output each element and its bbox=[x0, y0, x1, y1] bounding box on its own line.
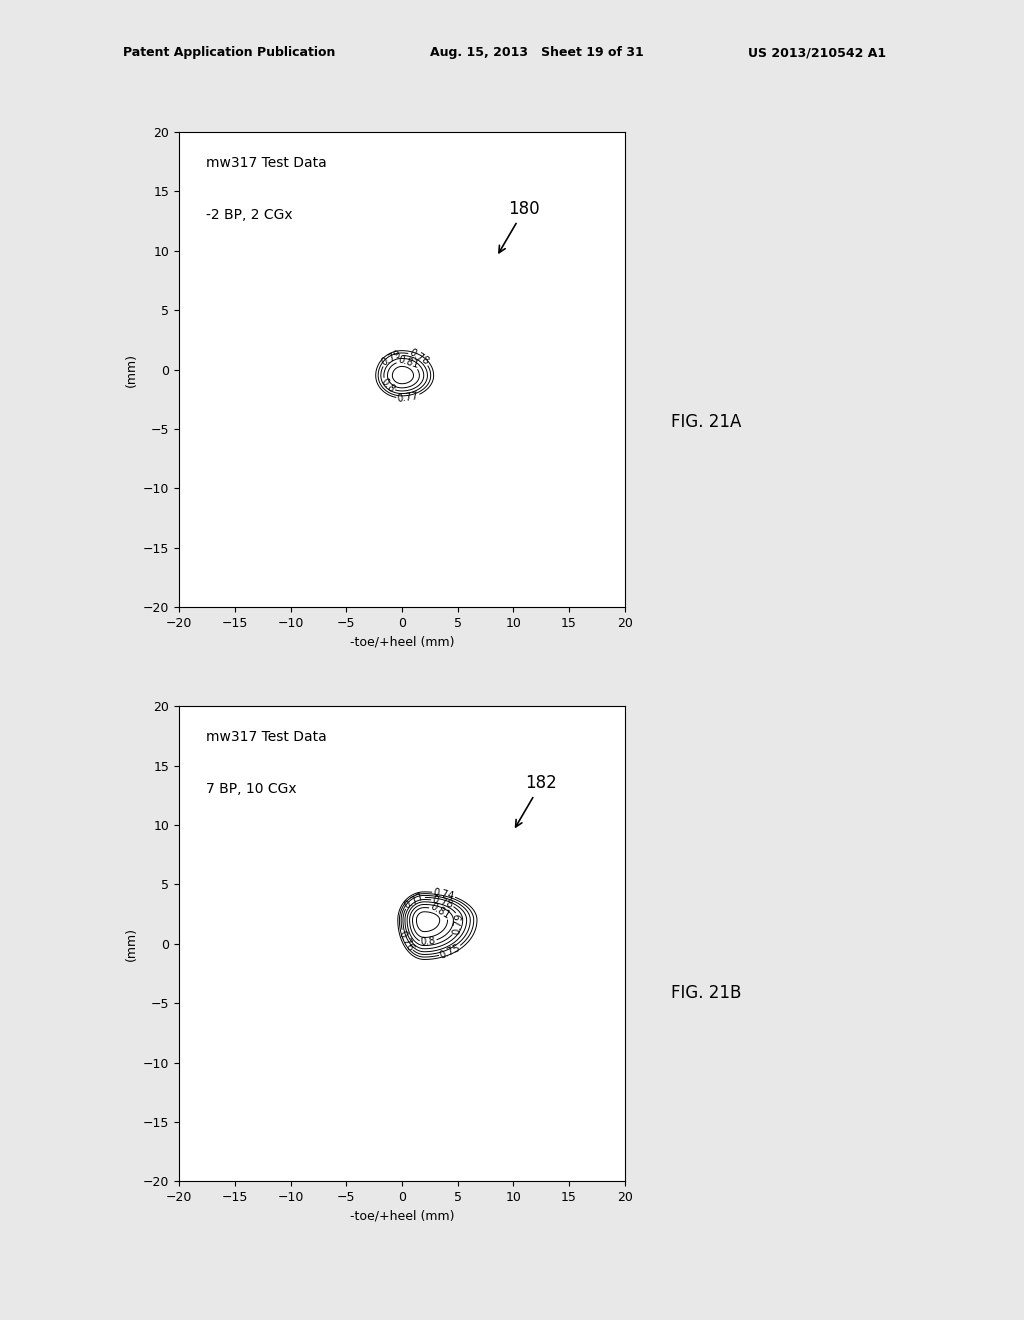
Text: 0.74: 0.74 bbox=[432, 887, 456, 902]
Text: 182: 182 bbox=[516, 775, 557, 826]
Text: 7 BP, 10 CGx: 7 BP, 10 CGx bbox=[206, 783, 297, 796]
Text: 0.78: 0.78 bbox=[431, 894, 455, 909]
Text: US 2013/210542 A1: US 2013/210542 A1 bbox=[748, 46, 886, 59]
Text: 0.77: 0.77 bbox=[401, 891, 426, 911]
Y-axis label: (mm): (mm) bbox=[125, 927, 137, 961]
Text: 0.81: 0.81 bbox=[429, 902, 452, 921]
Text: 0.81: 0.81 bbox=[396, 355, 420, 371]
X-axis label: -toe/+heel (mm): -toe/+heel (mm) bbox=[349, 1209, 455, 1222]
Text: 0.75: 0.75 bbox=[438, 942, 462, 961]
Text: 0.78: 0.78 bbox=[408, 347, 431, 367]
Text: Aug. 15, 2013   Sheet 19 of 31: Aug. 15, 2013 Sheet 19 of 31 bbox=[430, 46, 644, 59]
Text: 0.76: 0.76 bbox=[396, 929, 416, 953]
Text: 0.8: 0.8 bbox=[379, 376, 397, 395]
Text: -2 BP, 2 CGx: -2 BP, 2 CGx bbox=[206, 209, 293, 222]
Text: 0.79: 0.79 bbox=[380, 348, 403, 368]
Text: 0.79: 0.79 bbox=[452, 912, 465, 936]
X-axis label: -toe/+heel (mm): -toe/+heel (mm) bbox=[349, 635, 455, 648]
Text: FIG. 21A: FIG. 21A bbox=[671, 413, 741, 432]
Text: FIG. 21B: FIG. 21B bbox=[671, 983, 741, 1002]
Text: 0.8: 0.8 bbox=[420, 936, 436, 948]
Text: 180: 180 bbox=[499, 201, 541, 252]
Text: mw317 Test Data: mw317 Test Data bbox=[206, 730, 327, 744]
Text: mw317 Test Data: mw317 Test Data bbox=[206, 156, 327, 170]
Text: 0.77: 0.77 bbox=[396, 391, 420, 404]
Y-axis label: (mm): (mm) bbox=[125, 352, 137, 387]
Text: Patent Application Publication: Patent Application Publication bbox=[123, 46, 335, 59]
